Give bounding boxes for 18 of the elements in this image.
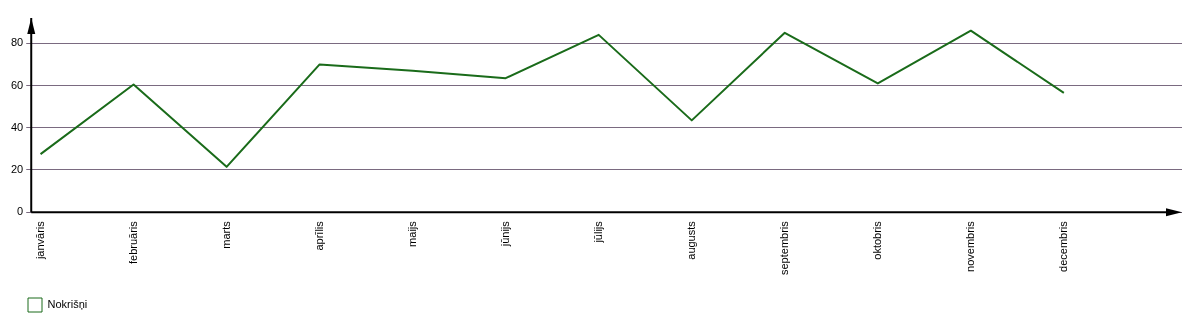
- x-tick-label: decembris: [1056, 220, 1069, 272]
- x-tick-label: janvāris: [33, 220, 46, 261]
- x-tick-label: jūnijs: [498, 220, 511, 248]
- y-tick-label: 80: [10, 36, 24, 49]
- x-tick-label: jūlijs: [591, 220, 604, 244]
- x-tick-label: augusts: [684, 220, 697, 260]
- x-tick-label: novembris: [963, 220, 976, 272]
- x-tick-label: februāris: [126, 220, 139, 264]
- x-tick-label: septembris: [777, 220, 790, 275]
- x-tick-label: aprīlis: [312, 220, 325, 251]
- x-tick-label: oktobris: [870, 220, 883, 260]
- y-tick-label: 40: [10, 120, 24, 133]
- y-tick-label: 20: [10, 163, 24, 176]
- x-tick-label: maijs: [405, 220, 418, 247]
- y-tick-label: 0: [17, 205, 24, 218]
- legend-label: Nokrišņi: [47, 298, 88, 311]
- y-tick-label: 60: [10, 78, 24, 91]
- x-tick-label: marts: [219, 220, 232, 249]
